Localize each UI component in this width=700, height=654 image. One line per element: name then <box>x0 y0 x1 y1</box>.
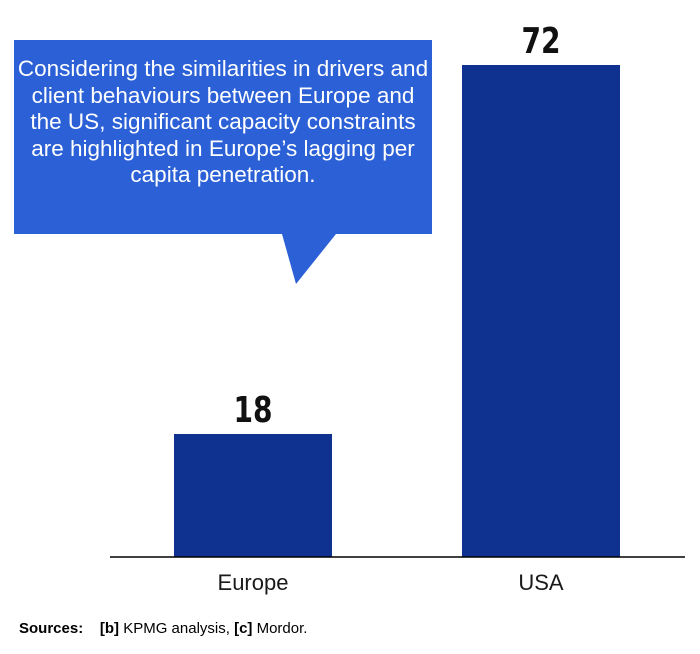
x-tick-label-europe: Europe <box>218 570 289 595</box>
bar-usa <box>462 65 620 557</box>
source-text-c: Mordor. <box>252 620 308 637</box>
data-label-usa: 72 <box>521 20 560 62</box>
data-label-europe: 18 <box>233 389 272 431</box>
source-text-b: KPMG analysis, <box>119 620 235 637</box>
x-tick-label-usa: USA <box>518 570 564 595</box>
sources-note: Sources: [b] KPMG analysis, [c] Mordor. <box>19 620 307 637</box>
sources-label: Sources: <box>19 620 84 637</box>
bar-europe <box>174 434 332 557</box>
callout-bubble <box>14 40 432 284</box>
source-ref-b: [b] <box>99 620 120 637</box>
callout-text: Considering the similarities in drivers … <box>17 56 429 187</box>
bars-layer: 18 Europe 72 USA <box>174 20 620 595</box>
source-ref-c: [c] <box>234 620 253 637</box>
